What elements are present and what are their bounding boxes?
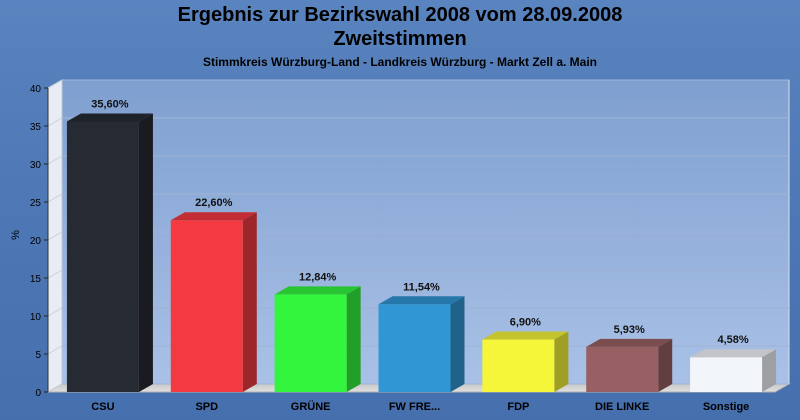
bar-top <box>690 349 777 358</box>
data-label: 35,60% <box>91 98 129 110</box>
data-label: 12,84% <box>299 271 337 283</box>
y-tick-label: 40 <box>30 84 42 95</box>
y-tick-label: 5 <box>35 350 41 361</box>
chart-subtitle: Zweitstimmen <box>333 28 467 50</box>
data-label: 6,90% <box>510 317 541 329</box>
grid-line-side <box>47 307 63 317</box>
bar-top <box>170 212 257 221</box>
grid-line-side <box>47 117 63 127</box>
grid-line-side <box>47 193 63 203</box>
y-tick-label: 15 <box>30 274 42 285</box>
y-tick-label: 0 <box>35 388 41 399</box>
bar-top <box>586 338 673 347</box>
bar-top <box>378 296 465 305</box>
y-tick-label: 20 <box>30 236 42 247</box>
x-tick-label: DIE LINKE <box>595 401 649 413</box>
bar-side <box>346 286 361 392</box>
data-label: 22,60% <box>195 197 233 209</box>
bar-side <box>138 113 153 392</box>
bar <box>66 121 139 392</box>
data-label: 11,54% <box>403 281 440 293</box>
y-tick-label: 35 <box>30 122 42 133</box>
bar-side <box>450 296 465 392</box>
bar-fw-fre- <box>378 296 465 392</box>
bar-csu <box>66 113 153 392</box>
bar-sonstige <box>690 349 777 392</box>
grid-line-side <box>47 79 63 89</box>
bar-side <box>242 212 257 392</box>
bar <box>482 339 555 392</box>
bar-side <box>762 349 777 392</box>
grid-line-side <box>47 155 63 165</box>
bar-grüne <box>274 286 361 392</box>
bar-fdp <box>482 331 569 392</box>
bar <box>378 304 451 392</box>
data-label: 4,58% <box>717 334 748 346</box>
x-tick-label: GRÜNE <box>291 400 331 413</box>
bar <box>274 294 347 392</box>
bar <box>690 357 763 392</box>
y-tick-label: 30 <box>30 160 42 171</box>
chart-caption: Stimmkreis Würzburg-Land - Landkreis Wür… <box>202 55 598 69</box>
grid-line-side <box>47 345 63 355</box>
grid-line-side <box>47 269 63 279</box>
bar-top <box>482 331 569 340</box>
y-tick-label: 10 <box>30 312 42 323</box>
y-axis-label: % <box>10 230 22 240</box>
bar-side <box>554 331 569 392</box>
bar <box>586 346 659 392</box>
x-tick-label: CSU <box>91 401 114 413</box>
bar-top <box>274 286 361 295</box>
grid-line-side <box>47 383 63 393</box>
bar-spd <box>170 212 257 392</box>
bar-top <box>66 113 153 122</box>
x-tick-label: SPD <box>195 401 218 413</box>
x-tick-label: Sonstige <box>703 401 749 413</box>
grid-line-side <box>47 231 63 241</box>
x-tick-label: FDP <box>507 401 529 413</box>
data-label: 5,93% <box>614 324 645 336</box>
chart-title: Ergebnis zur Bezirkswahl 2008 vom 28.09.… <box>177 4 623 26</box>
bar <box>170 220 243 392</box>
x-tick-label: FW FRE... <box>389 401 440 413</box>
bar-side <box>658 338 673 392</box>
y-tick-label: 25 <box>30 198 42 209</box>
bar-die-linke <box>586 338 673 392</box>
